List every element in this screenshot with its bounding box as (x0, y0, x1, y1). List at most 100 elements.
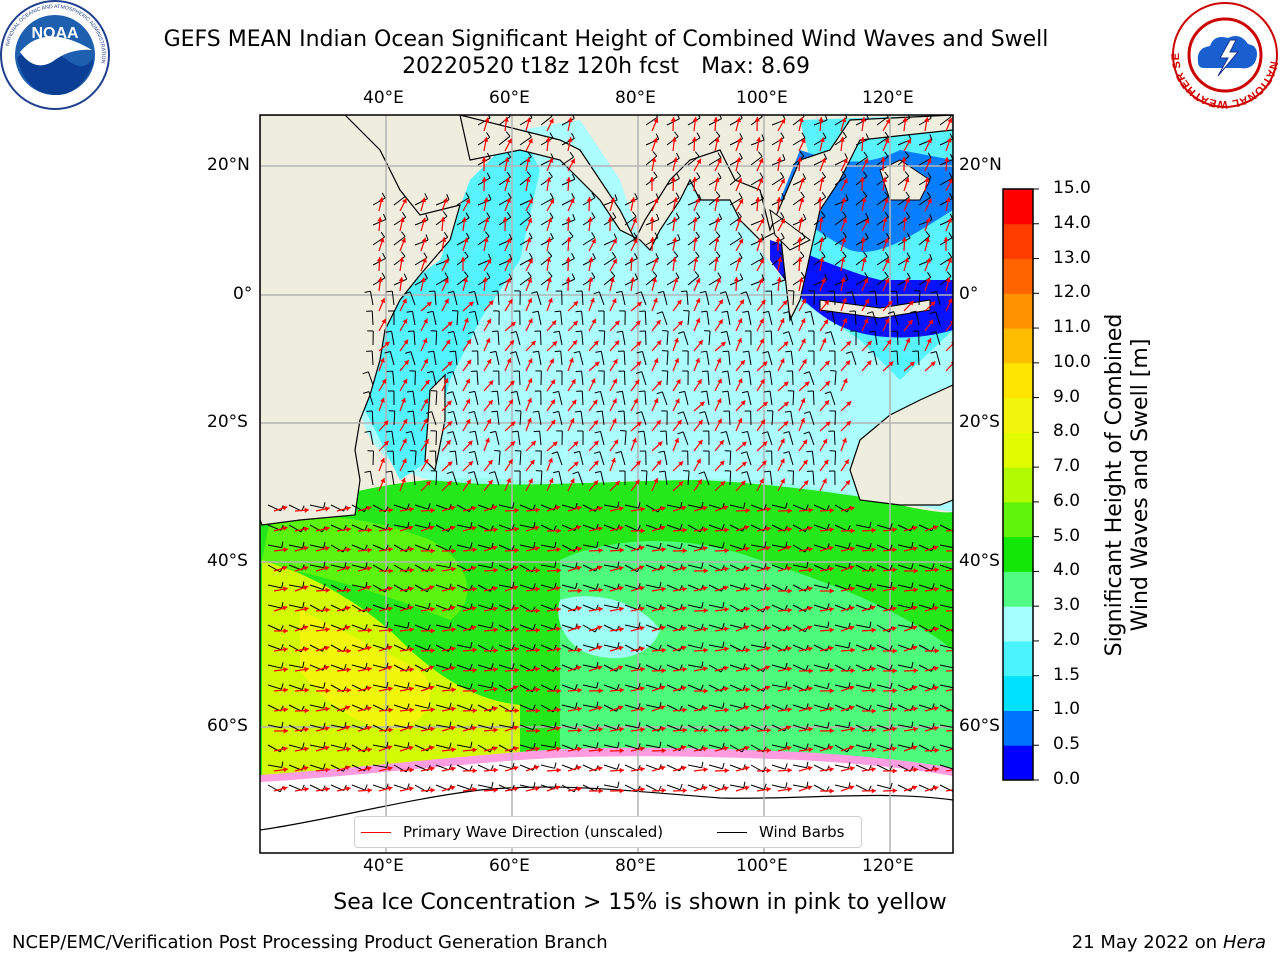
wind-barb-feather (694, 151, 700, 157)
wave-direction-arrowhead (842, 378, 848, 384)
wind-barb (414, 664, 428, 673)
wind-barb-feather (761, 274, 765, 281)
wind-barb-feather (926, 191, 932, 198)
wind-barb (456, 664, 471, 671)
wave-direction-arrowhead (842, 217, 847, 223)
wave-direction-arrowhead (765, 625, 771, 631)
wind-barb (729, 157, 743, 166)
wave-direction-arrowhead (619, 726, 624, 732)
wave-direction-arrowhead (849, 625, 855, 631)
wind-barb (414, 604, 429, 610)
wind-barb (813, 624, 828, 629)
wind-barb (309, 504, 324, 509)
wind-barb-feather (469, 310, 476, 314)
wind-barb-feather (593, 291, 600, 295)
wind-barb (855, 784, 869, 792)
wind-barb (412, 411, 416, 426)
wind-barb (706, 351, 710, 366)
wind-barb (624, 524, 638, 532)
wave-direction-arrowhead (841, 237, 847, 243)
wave-direction-arrowhead (535, 567, 540, 574)
wind-barb (267, 784, 281, 793)
wind-barb (661, 391, 668, 406)
wind-barb (391, 331, 395, 346)
wave-direction-arrowhead (640, 506, 645, 512)
wave-direction-arrowhead (870, 646, 876, 652)
wind-barb (855, 544, 870, 550)
wind-barb-feather (954, 662, 955, 668)
wave-direction-arrowhead (671, 137, 677, 142)
wave-direction-arrowhead (429, 525, 435, 531)
wind-barb-feather (696, 212, 701, 218)
wind-barb (811, 451, 815, 466)
wind-barb (729, 117, 743, 126)
wind-barb-feather (762, 606, 767, 613)
wind-barb (540, 784, 555, 790)
wave-direction-arrowhead (597, 705, 603, 711)
wind-barb (330, 744, 345, 749)
wave-direction-arrowhead (745, 606, 750, 612)
wind-barb-feather (868, 785, 872, 792)
wind-barb-feather (596, 742, 599, 749)
wave-direction-arrowhead (807, 686, 813, 692)
wind-barb (855, 524, 870, 529)
wind-barb (603, 664, 617, 672)
wave-direction-arrowhead (660, 565, 666, 571)
wave-direction-arrowhead (472, 667, 477, 673)
wind-barb (771, 217, 785, 226)
wave-direction-arrowhead (632, 238, 638, 244)
wave-direction-arrowhead (798, 117, 804, 123)
wind-barb-feather (780, 132, 785, 138)
wave-direction-arrowhead (387, 586, 393, 592)
wind-barb (770, 330, 773, 346)
wind-barb-feather (548, 171, 553, 178)
wind-barb-feather (910, 310, 917, 314)
wind-barb (309, 704, 324, 709)
wind-barb-feather (491, 410, 498, 413)
wind-barb-feather (486, 172, 491, 179)
wind-barb (788, 451, 794, 466)
wind-barb-feather (911, 541, 914, 549)
wave-direction-arrowhead (778, 137, 783, 143)
wind-barb (372, 744, 387, 749)
wind-barb-feather (427, 310, 434, 314)
wind-barb (792, 137, 806, 146)
wind-barb-feather (428, 602, 431, 609)
wind-barb (729, 744, 743, 753)
wave-direction-arrowhead (758, 178, 764, 183)
wind-barb (918, 724, 933, 730)
wind-barb-feather (554, 762, 557, 769)
wind-barb (456, 604, 471, 610)
wind-barb-feather (884, 271, 889, 277)
wind-barb-feather (573, 450, 580, 454)
wave-direction-arrowhead (947, 298, 953, 304)
wave-direction-arrowhead (672, 237, 678, 242)
wave-direction-arrowhead (739, 299, 744, 305)
wind-barb-feather (785, 681, 788, 688)
wave-direction-arrowhead (757, 237, 763, 243)
wave-direction-arrowhead (829, 728, 834, 734)
wind-barb (624, 198, 638, 206)
wind-barb-feather (302, 542, 305, 549)
wind-barb-feather (322, 583, 326, 590)
wind-barb (834, 279, 849, 286)
wind-barb-feather (637, 682, 641, 689)
wave-direction-arrowhead (450, 646, 456, 652)
wind-barb-feather (574, 605, 578, 612)
wind-barb (519, 504, 534, 511)
wind-barb-feather (676, 152, 680, 159)
wind-barb-feather (526, 171, 532, 177)
wind-barb-feather (568, 231, 574, 237)
wind-barb (411, 431, 416, 446)
wave-direction-arrow (945, 362, 953, 372)
wind-barb (708, 504, 723, 510)
wave-direction-arrowhead (703, 727, 708, 733)
wind-barb (708, 604, 723, 609)
wave-direction-arrowhead (597, 565, 603, 571)
wind-barb-feather (784, 645, 788, 652)
wave-direction-arrowhead (703, 568, 708, 574)
wind-barb (372, 684, 387, 689)
wind-barb (834, 744, 848, 753)
wind-barb-feather (342, 546, 347, 553)
wind-barb (477, 544, 492, 550)
